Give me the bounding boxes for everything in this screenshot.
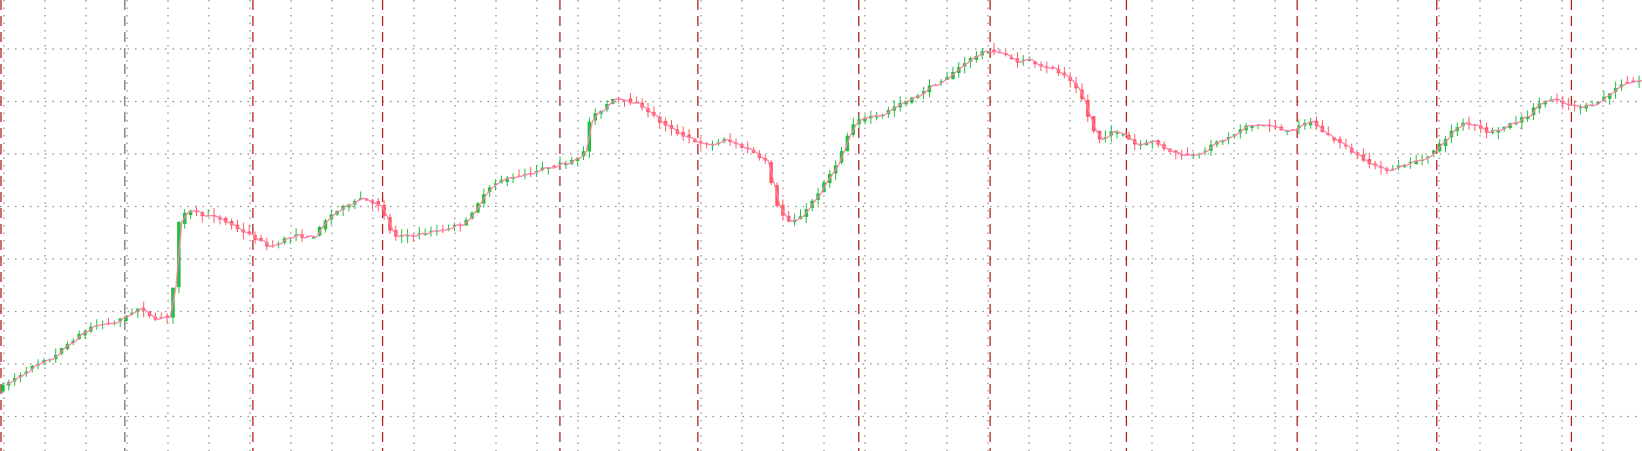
candle-bullish bbox=[130, 312, 134, 315]
candle-bullish bbox=[1608, 93, 1612, 99]
candle-bullish bbox=[534, 170, 539, 172]
candle-bullish bbox=[505, 177, 509, 182]
candle-bearish bbox=[1367, 159, 1372, 165]
candle-bearish bbox=[1185, 153, 1190, 155]
candle-bullish bbox=[863, 117, 867, 122]
candle-bullish bbox=[487, 187, 492, 192]
session-separators bbox=[0, 0, 1573, 451]
candle-bullish bbox=[323, 220, 328, 230]
candle-bullish bbox=[1250, 125, 1254, 128]
candle-bullish bbox=[1021, 59, 1026, 61]
candle-bullish bbox=[423, 233, 427, 235]
candle-bullish bbox=[564, 164, 568, 166]
candle-bullish bbox=[1414, 160, 1418, 164]
candle-bullish bbox=[124, 316, 128, 321]
candle-bullish bbox=[1578, 107, 1583, 109]
candle-bullish bbox=[493, 183, 498, 185]
candle-bearish bbox=[1625, 82, 1630, 83]
candle-bullish bbox=[347, 204, 351, 208]
candle-bearish bbox=[1332, 137, 1336, 141]
candle-bullish bbox=[312, 237, 316, 239]
candle-bullish bbox=[974, 55, 979, 60]
candle-bullish bbox=[1525, 116, 1530, 120]
candle-bearish bbox=[1009, 57, 1014, 59]
candle-bearish bbox=[376, 201, 380, 206]
candle-bullish bbox=[1308, 121, 1313, 126]
candle-bullish bbox=[30, 365, 34, 369]
candle-bullish bbox=[1121, 134, 1125, 136]
vertical-gridlines bbox=[3, 0, 1604, 451]
candle-bullish bbox=[558, 163, 562, 165]
candle-bullish bbox=[1115, 132, 1119, 134]
candle-bullish bbox=[875, 116, 879, 118]
candle-bullish bbox=[429, 230, 433, 232]
candle-bullish bbox=[1496, 130, 1501, 133]
candle-bullish bbox=[1432, 150, 1436, 154]
candle-bearish bbox=[1631, 80, 1635, 82]
candle-bullish bbox=[1426, 156, 1430, 158]
candle-bullish bbox=[1, 384, 5, 392]
candle-bullish bbox=[452, 224, 457, 227]
overlay-line bbox=[5, 50, 1642, 386]
candle-bullish bbox=[1408, 161, 1413, 163]
candle-bullish bbox=[1443, 139, 1448, 146]
candle-bullish bbox=[188, 210, 193, 215]
candle-bearish bbox=[1179, 154, 1184, 156]
candle-bearish bbox=[259, 237, 263, 241]
candle-bullish bbox=[1402, 165, 1407, 168]
candle-bearish bbox=[687, 134, 691, 138]
candle-bullish bbox=[939, 81, 943, 83]
candle-bearish bbox=[681, 132, 685, 137]
candle-bearish bbox=[1074, 83, 1078, 89]
candle-bullish bbox=[417, 233, 421, 235]
candle-bearish bbox=[992, 49, 996, 52]
candle-bearish bbox=[1344, 144, 1348, 147]
candle-bullish bbox=[910, 97, 914, 103]
candle-bearish bbox=[552, 165, 556, 167]
candle-bullish bbox=[1285, 131, 1289, 132]
candle-bearish bbox=[628, 98, 633, 103]
candle-bullish bbox=[986, 52, 990, 53]
candle-bullish bbox=[1203, 150, 1207, 152]
overlay-series bbox=[5, 50, 1642, 386]
